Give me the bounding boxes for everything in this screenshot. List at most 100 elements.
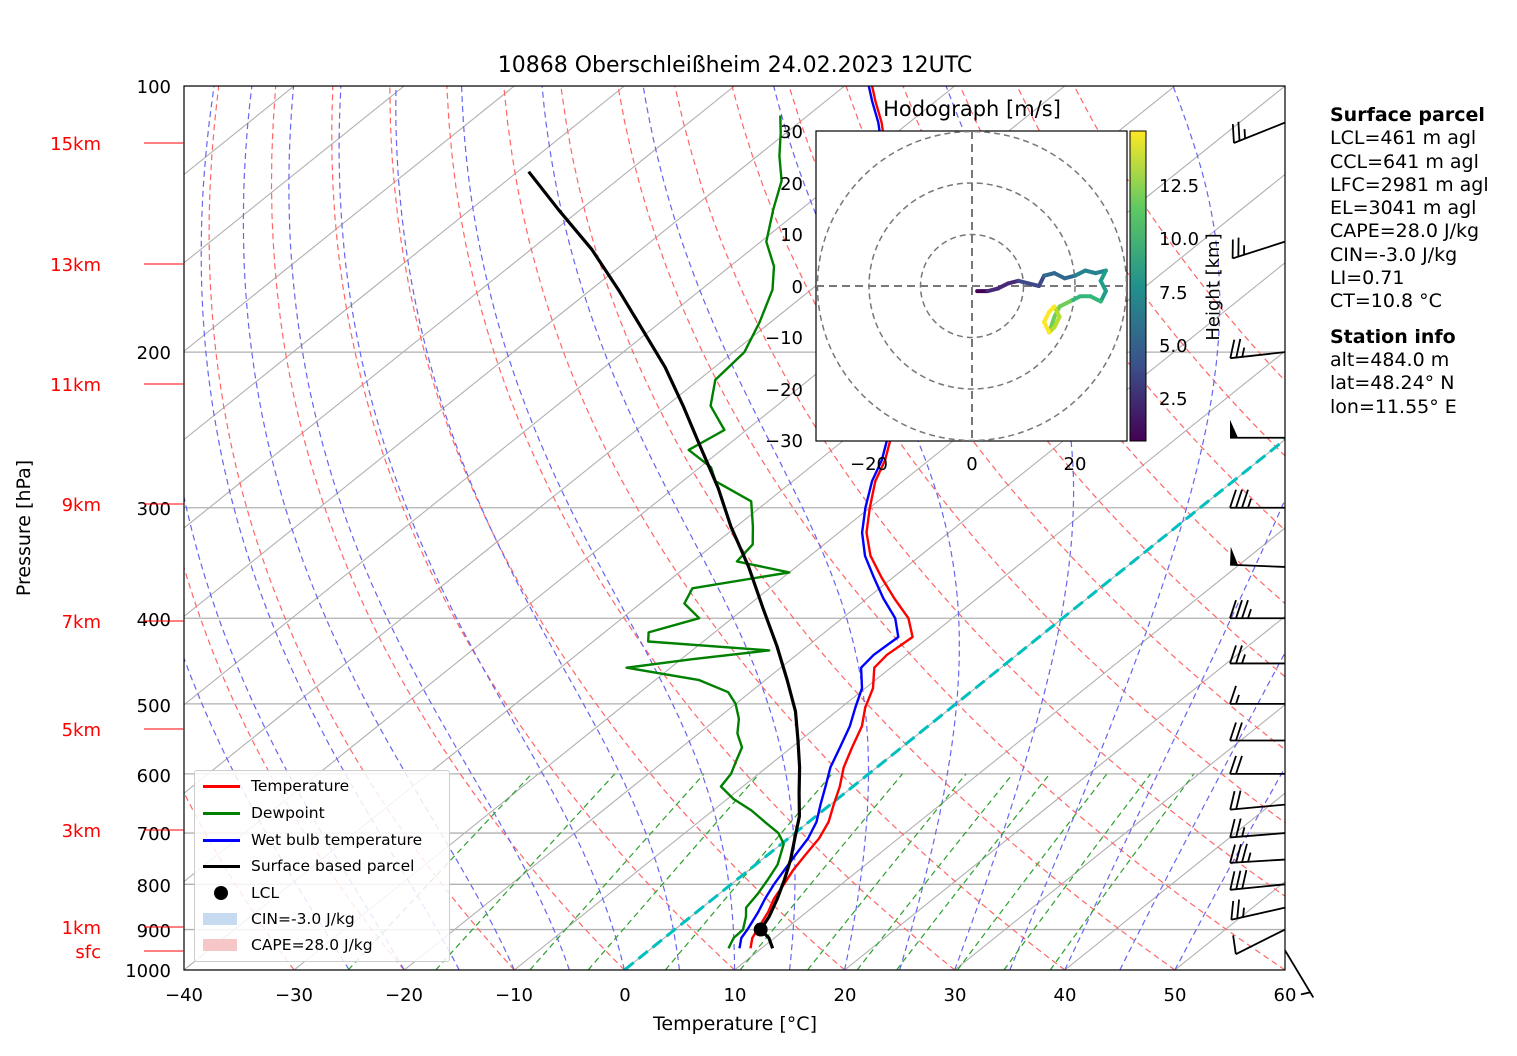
wind-barb	[1230, 899, 1286, 921]
hodo-x-tick: −20	[850, 454, 888, 475]
moist-adiabat	[945, 86, 1075, 970]
y-axis-label: Pressure [hPa]	[13, 460, 35, 596]
x-tick-label: 50	[1164, 985, 1187, 1006]
legend-swatch	[203, 939, 237, 951]
x-tick-label: 60	[1274, 985, 1297, 1006]
moist-adiabat	[242, 86, 515, 970]
parcel-stat: LFC=2981 m agl	[1330, 173, 1489, 196]
moist-adiabat	[395, 86, 681, 970]
height-labels: 15km 13km 11km 9km 7km 5km 3km 1km sfc	[50, 134, 184, 963]
wind-barb	[1231, 237, 1286, 260]
wind-barb	[1229, 869, 1286, 891]
colorbar-ticks: 2.5 5.0 7.5 10.0 12.5	[1159, 176, 1199, 410]
y-tick-label: 600	[137, 766, 171, 787]
lcl-marker	[753, 922, 768, 937]
legend-swatch	[203, 913, 237, 925]
isotherm	[184, 86, 845, 618]
wind-barb	[1230, 419, 1285, 439]
hodo-y-tick: 10	[780, 225, 803, 246]
station-stat: lat=48.24° N	[1330, 372, 1455, 395]
legend-item-parcel: Surface based parcel	[195, 855, 414, 877]
info-panel: Surface parcel LCL=461 m agl CCL=641 m a…	[1330, 104, 1489, 419]
height-label: 5km	[62, 720, 101, 741]
colorbar-label: Height [km]	[1203, 233, 1224, 340]
mixing-ratio-line	[1003, 773, 1151, 970]
x-axis-ticks: −40 −30 −20 −10 0 10 20 30 40 50 60	[165, 985, 1296, 1006]
parcel-stat: CAPE=28.0 J/kg	[1330, 220, 1480, 243]
wind-barb	[1229, 685, 1285, 705]
legend-label: Temperature	[251, 777, 350, 795]
colorbar-tick: 10.0	[1159, 229, 1199, 250]
parcel-stat: LI=0.71	[1330, 267, 1405, 290]
hodo-y-tick: 30	[780, 122, 803, 143]
legend-label: CAPE=28.0 J/kg	[251, 936, 373, 954]
mixing-ratio-line	[587, 773, 760, 970]
x-tick-label: 40	[1054, 985, 1077, 1006]
height-label: 13km	[50, 255, 101, 276]
y-tick-label: 800	[137, 876, 171, 897]
y-tick-label: 200	[137, 343, 171, 364]
x-tick-label: 10	[724, 985, 747, 1006]
thermo-grid	[184, 86, 1285, 970]
dry-adiabat	[503, 86, 1066, 970]
wind-barb	[1229, 818, 1286, 839]
x-tick-label: −30	[275, 985, 313, 1006]
height-label: 7km	[62, 612, 101, 633]
x-tick-label: −20	[385, 985, 423, 1006]
x-tick-label: −40	[165, 985, 203, 1006]
plot-frame	[183, 85, 1286, 971]
y-tick-label: 100	[137, 77, 171, 98]
chart-title: 10868 Oberschleißheim 24.02.2023 12UTC	[498, 53, 973, 78]
height-label: 9km	[62, 495, 101, 516]
height-label: 3km	[62, 821, 101, 842]
legend-item-dewpoint: Dewpoint	[195, 802, 325, 824]
x-tick-label: 0	[619, 985, 630, 1006]
mixing-ratio-line	[1049, 773, 1195, 970]
colorbar-tick: 2.5	[1159, 389, 1188, 410]
hodo-x-tick: 20	[1064, 454, 1087, 475]
hodograph-track	[975, 268, 1108, 335]
parcel-stat: CIN=-3.0 J/kg	[1330, 243, 1458, 266]
y-tick-label: 500	[137, 696, 171, 717]
hodo-y-tick: 20	[780, 174, 803, 195]
legend-item-cape: CAPE=28.0 J/kg	[195, 934, 373, 956]
legend-swatch	[203, 785, 240, 788]
moist-adiabat	[1064, 498, 1285, 970]
dry-adiabat	[446, 86, 956, 970]
wind-barb	[1229, 645, 1285, 665]
height-label: 15km	[50, 134, 101, 155]
hodograph-inset: Hodograph [m/s] 30 20 10 0 −10 −20 −30 −…	[765, 97, 1224, 475]
colorbar-tick: 5.0	[1159, 336, 1188, 357]
dry-adiabat	[674, 86, 1285, 897]
parcel-stat: LCL=461 m agl	[1330, 127, 1477, 150]
isotherm	[184, 86, 405, 264]
legend-item-cin: CIN=-3.0 J/kg	[195, 908, 355, 930]
wind-barb	[1284, 949, 1315, 998]
isotherm	[844, 615, 1285, 970]
legend-label: Dewpoint	[251, 804, 325, 822]
hodo-y-tick: 0	[792, 277, 803, 298]
moist-adiabat	[642, 86, 870, 970]
dry-adiabat	[184, 565, 405, 970]
legend-swatch	[203, 839, 240, 842]
legend-swatch	[203, 865, 240, 868]
wind-barb	[1229, 722, 1285, 742]
wind-barb	[1229, 755, 1285, 775]
wind-barbs	[1229, 121, 1315, 998]
isotherm	[403, 262, 1285, 970]
hodo-y-tick: −10	[765, 328, 803, 349]
mixing-ratio-line	[435, 773, 616, 970]
dry-adiabat	[270, 86, 625, 970]
moist-adiabat	[541, 86, 796, 970]
freezing-isotherm	[623, 437, 1285, 970]
moist-adiabat	[461, 86, 736, 970]
y-tick-label: 700	[137, 824, 171, 845]
legend-swatch	[203, 812, 240, 815]
wind-barb	[1229, 599, 1285, 620]
mixing-ratio-line	[664, 773, 833, 970]
isotherm	[293, 173, 1285, 970]
hodo-y-tick: −30	[765, 431, 803, 452]
legend-item-lcl: LCL	[195, 882, 279, 904]
mixing-ratio-line	[529, 773, 705, 970]
